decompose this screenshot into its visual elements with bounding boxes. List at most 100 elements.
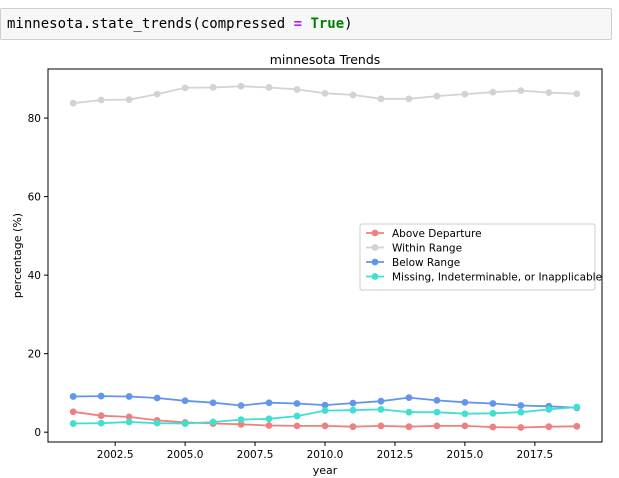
data-point: [349, 91, 357, 99]
data-point: [433, 422, 441, 430]
data-point: [377, 397, 385, 405]
data-point: [321, 89, 329, 97]
x-tick-label: 2017.5: [516, 449, 553, 461]
data-point: [265, 415, 273, 423]
data-point: [321, 422, 329, 430]
data-point: [97, 419, 105, 427]
y-tick-label: 0: [34, 427, 41, 439]
data-point: [545, 423, 553, 431]
legend-entry: Missing, Indeterminable, or Inapplicable: [392, 272, 602, 284]
data-point: [517, 402, 525, 409]
legend-marker: [371, 229, 379, 237]
data-point: [97, 96, 105, 104]
data-point: [433, 396, 441, 404]
data-point: [293, 86, 301, 93]
data-point: [97, 392, 105, 400]
chart-title: minnesota Trends: [270, 52, 381, 67]
data-point: [181, 397, 189, 405]
data-point: [517, 424, 525, 431]
legend-entry: Below Range: [392, 257, 460, 269]
y-axis-label: percentage (%): [11, 213, 24, 298]
x-tick-label: 2015.0: [447, 449, 484, 461]
data-point: [573, 90, 581, 98]
x-tick-label: 2010.0: [307, 449, 344, 461]
data-point: [209, 84, 217, 91]
legend-entry: Above Departure: [392, 228, 482, 240]
data-point: [293, 422, 301, 430]
data-point: [405, 394, 413, 402]
data-point: [153, 419, 161, 427]
data-point: [461, 410, 469, 418]
data-point: [237, 82, 245, 90]
data-point: [237, 416, 245, 424]
data-point: [573, 403, 581, 411]
plot-layer: [69, 82, 581, 431]
data-point: [265, 399, 273, 407]
data-point: [265, 84, 273, 91]
data-point: [125, 393, 133, 400]
data-point: [461, 398, 469, 406]
legend-marker: [371, 273, 379, 280]
data-point: [237, 402, 245, 409]
data-point: [237, 420, 245, 428]
code-cell[interactable]: minnesota.state_trends(compressed = True…: [0, 8, 612, 40]
code-call-text: minnesota.state_trends(compressed: [7, 16, 294, 32]
data-point: [349, 406, 357, 414]
data-point: [433, 408, 441, 416]
data-point: [69, 408, 77, 416]
data-point: [461, 422, 469, 430]
data-point: [69, 99, 77, 107]
x-tick-label: 2012.5: [377, 449, 414, 461]
y-tick-label: 20: [28, 349, 41, 361]
data-point: [433, 92, 441, 100]
data-point: [489, 423, 497, 431]
x-tick-label: 2002.5: [97, 449, 134, 461]
data-point: [209, 418, 217, 426]
data-point: [293, 412, 301, 420]
data-point: [377, 95, 385, 103]
data-point: [69, 393, 77, 400]
data-point: [489, 88, 497, 96]
data-point: [377, 406, 385, 413]
code-operator: =: [293, 16, 303, 32]
data-point: [153, 394, 161, 402]
data-point: [153, 90, 161, 98]
data-point: [293, 400, 301, 407]
data-point: [405, 423, 413, 431]
x-axis-label: year: [313, 464, 338, 477]
data-point: [405, 95, 413, 103]
data-point: [125, 413, 133, 421]
y-tick-label: 60: [28, 192, 41, 204]
x-tick-label: 2005.0: [167, 449, 204, 461]
data-point: [461, 90, 469, 98]
legend-marker: [371, 258, 379, 266]
data-point: [517, 408, 525, 416]
data-point: [349, 423, 357, 431]
data-point: [545, 406, 553, 413]
data-point: [321, 401, 329, 409]
data-point: [349, 399, 357, 407]
y-tick-label: 40: [28, 270, 41, 282]
data-point: [321, 407, 329, 414]
data-point: [517, 87, 525, 94]
data-point: [489, 400, 497, 407]
data-point: [573, 422, 581, 430]
data-point: [377, 422, 385, 430]
legend: Above Departure Within Range Below Range Mi…: [359, 223, 602, 291]
data-point: [125, 418, 133, 426]
data-point: [181, 420, 189, 427]
legend-frame: [359, 223, 596, 291]
legend-entry: Within Range: [392, 243, 462, 255]
y-tick-label: 80: [28, 113, 41, 125]
ticks-layer: 2002.5 2005.0 2007.5 2010.0 2012.5 2015.0 2017…: [28, 113, 554, 461]
data-point: [265, 422, 273, 429]
data-point: [405, 408, 413, 416]
data-point: [69, 420, 77, 427]
x-tick-label: 2007.5: [237, 449, 274, 461]
data-point: [545, 89, 553, 96]
data-point: [97, 412, 105, 420]
data-point: [209, 399, 217, 407]
trends-chart: minnesota Trends 2002.5 2005.0 2007.5 2010.…: [11, 52, 603, 477]
legend-marker: [371, 244, 379, 251]
data-point: [181, 84, 189, 92]
